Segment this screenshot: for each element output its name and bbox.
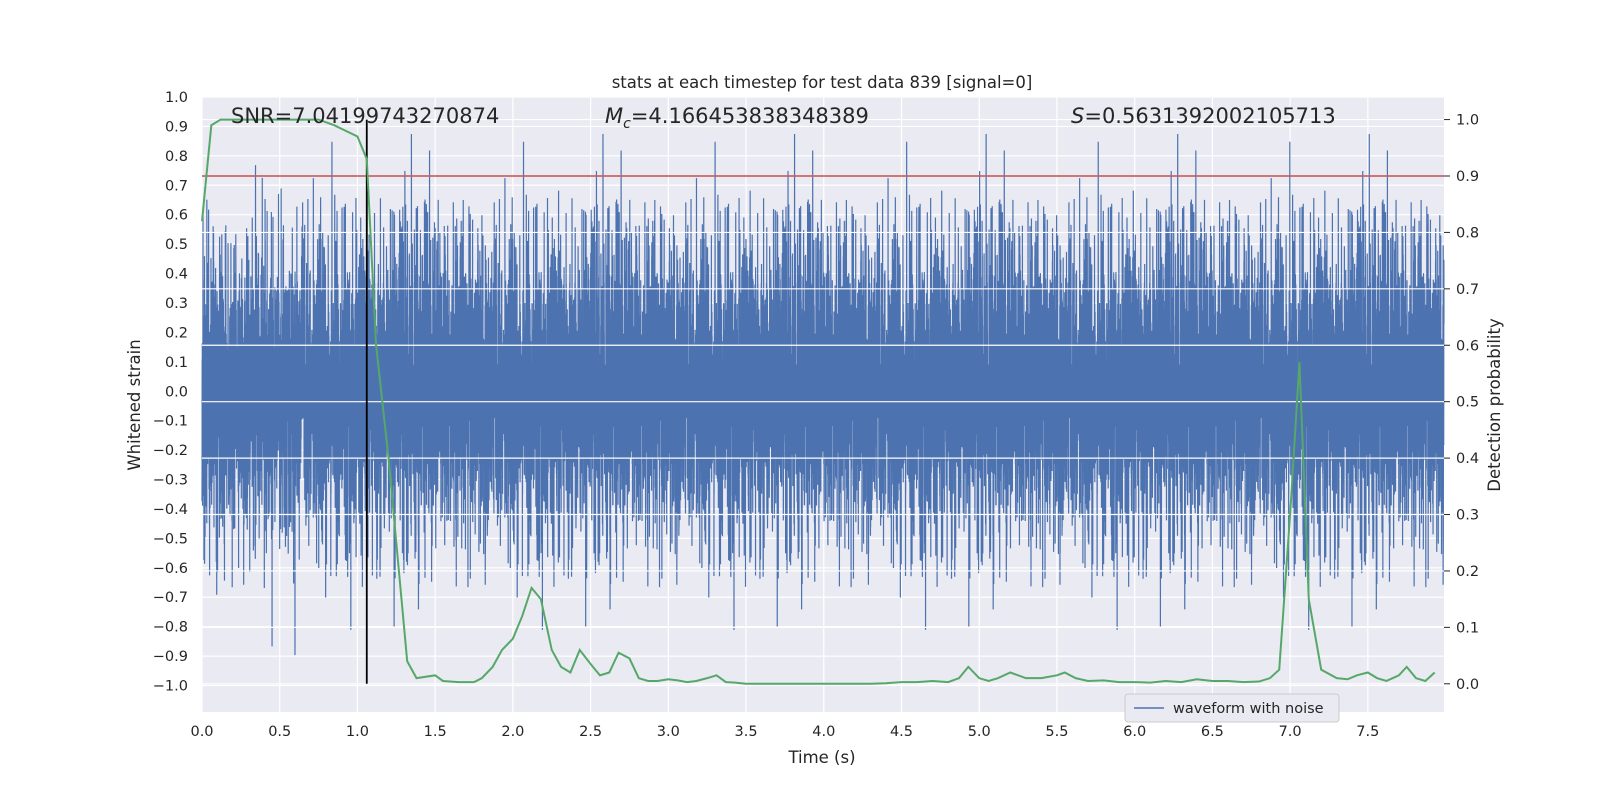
y2-tick-label-5: 0.5	[1456, 395, 1479, 411]
mc-annotation-subscript: c	[623, 116, 631, 132]
y-tick-label-10: 0.0	[165, 384, 188, 400]
waveform-line	[201, 133, 1445, 656]
y-tick-label-17: −0.7	[153, 590, 188, 606]
x-tick-label-2: 1.0	[346, 724, 369, 740]
x-tick-label-4: 2.0	[501, 724, 524, 740]
y2-tick-label-7: 0.3	[1456, 508, 1479, 524]
y2-tick-label-8: 0.2	[1456, 564, 1479, 580]
snr-annotation: SNR=7.04199743270874	[231, 104, 499, 128]
x-tick-label-8: 4.0	[812, 724, 835, 740]
y-tick-label-8: 0.2	[165, 325, 188, 341]
mc-annotation: Mc=4.166453838348389	[605, 104, 869, 132]
x-tick-label-15: 7.5	[1356, 724, 1379, 740]
y-axis-label: Whitened strain	[125, 339, 144, 470]
series-layer	[201, 118, 1444, 685]
y-tick-label-16: −0.6	[153, 561, 188, 577]
y-tick-label-9: 0.1	[165, 355, 188, 371]
x-tick-label-11: 5.5	[1045, 724, 1068, 740]
x-tick-label-1: 0.5	[268, 724, 291, 740]
x-tick-label-3: 1.5	[424, 724, 447, 740]
y2-tick-label-3: 0.7	[1456, 282, 1479, 298]
mc-annotation-symbol: M	[605, 104, 623, 128]
x-tick-label-7: 3.5	[735, 724, 758, 740]
y-tick-label-19: −0.9	[153, 649, 188, 665]
y2-tick-label-9: 0.1	[1456, 620, 1479, 636]
y2-tick-label-1: 0.9	[1456, 169, 1479, 185]
y-tick-label-14: −0.4	[153, 502, 188, 518]
legend-box	[1124, 693, 1340, 723]
y2-tick-label-0: 1.0	[1456, 113, 1479, 129]
x-tick-label-6: 3.0	[657, 724, 680, 740]
x-axis-label: Time (s)	[787, 748, 855, 767]
y-tick-label-1: 0.9	[165, 119, 188, 135]
mc-annotation-value: =4.166453838348389	[631, 104, 869, 128]
y2-tick-label-2: 0.8	[1456, 225, 1479, 241]
x-tick-label-5: 2.5	[579, 724, 602, 740]
x-tick-label-9: 4.5	[890, 724, 913, 740]
y-tick-label-5: 0.5	[165, 237, 188, 253]
x-tick-label-12: 6.0	[1123, 724, 1146, 740]
probability-line	[201, 118, 1436, 685]
x-tick-label-13: 6.5	[1201, 724, 1224, 740]
x-tick-label-0: 0.0	[190, 724, 213, 740]
waveform-layer	[201, 133, 1445, 656]
y-tick-label-2: 0.8	[165, 149, 188, 165]
s-annotation-value: =0.5631392002105713	[1084, 104, 1335, 128]
y-tick-label-3: 0.7	[165, 178, 188, 194]
y2-tick-label-6: 0.4	[1456, 451, 1479, 467]
s-annotation: S=0.5631392002105713	[1071, 104, 1336, 128]
y-tick-label-0: 1.0	[165, 90, 188, 106]
x-tick-label-10: 5.0	[968, 724, 991, 740]
y2-tick-label-4: 0.6	[1456, 338, 1479, 354]
y-tick-label-11: −0.1	[153, 414, 188, 430]
tick-layer: 0.0 0.5 1.0 1.5 2.0 2.5 3.0 3.5 4.0 4.5 5.0 5.5 6.0 6…	[153, 90, 1479, 740]
y-tick-label-12: −0.2	[153, 443, 188, 459]
y-tick-label-6: 0.4	[165, 267, 188, 283]
y2-tick-label-10: 0.0	[1456, 677, 1479, 693]
legend: waveform with noise	[1124, 693, 1340, 723]
legend-entry-waveform: waveform with noise	[1173, 701, 1324, 717]
x-tick-label-14: 7.0	[1279, 724, 1302, 740]
y2-axis-label: Detection probability	[1485, 318, 1504, 492]
y-tick-label-7: 0.3	[165, 296, 188, 312]
s-annotation-symbol: S	[1071, 104, 1084, 128]
y-tick-label-4: 0.6	[165, 208, 188, 224]
y-tick-label-18: −0.8	[153, 620, 188, 636]
y-tick-label-13: −0.3	[153, 473, 188, 489]
y-tick-label-15: −0.5	[153, 531, 188, 547]
chart-title: stats at each timestep for test data 839…	[612, 73, 1033, 92]
y-tick-label-20: −1.0	[153, 679, 188, 695]
